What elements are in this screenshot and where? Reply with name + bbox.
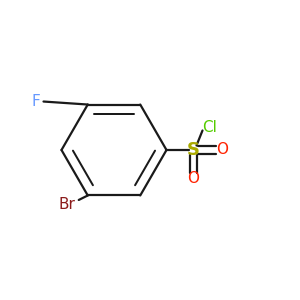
- Text: S: S: [187, 141, 200, 159]
- Text: Br: Br: [58, 197, 75, 212]
- Text: Cl: Cl: [202, 120, 217, 135]
- Text: F: F: [32, 94, 40, 109]
- Text: O: O: [188, 171, 200, 186]
- Text: O: O: [216, 142, 228, 158]
